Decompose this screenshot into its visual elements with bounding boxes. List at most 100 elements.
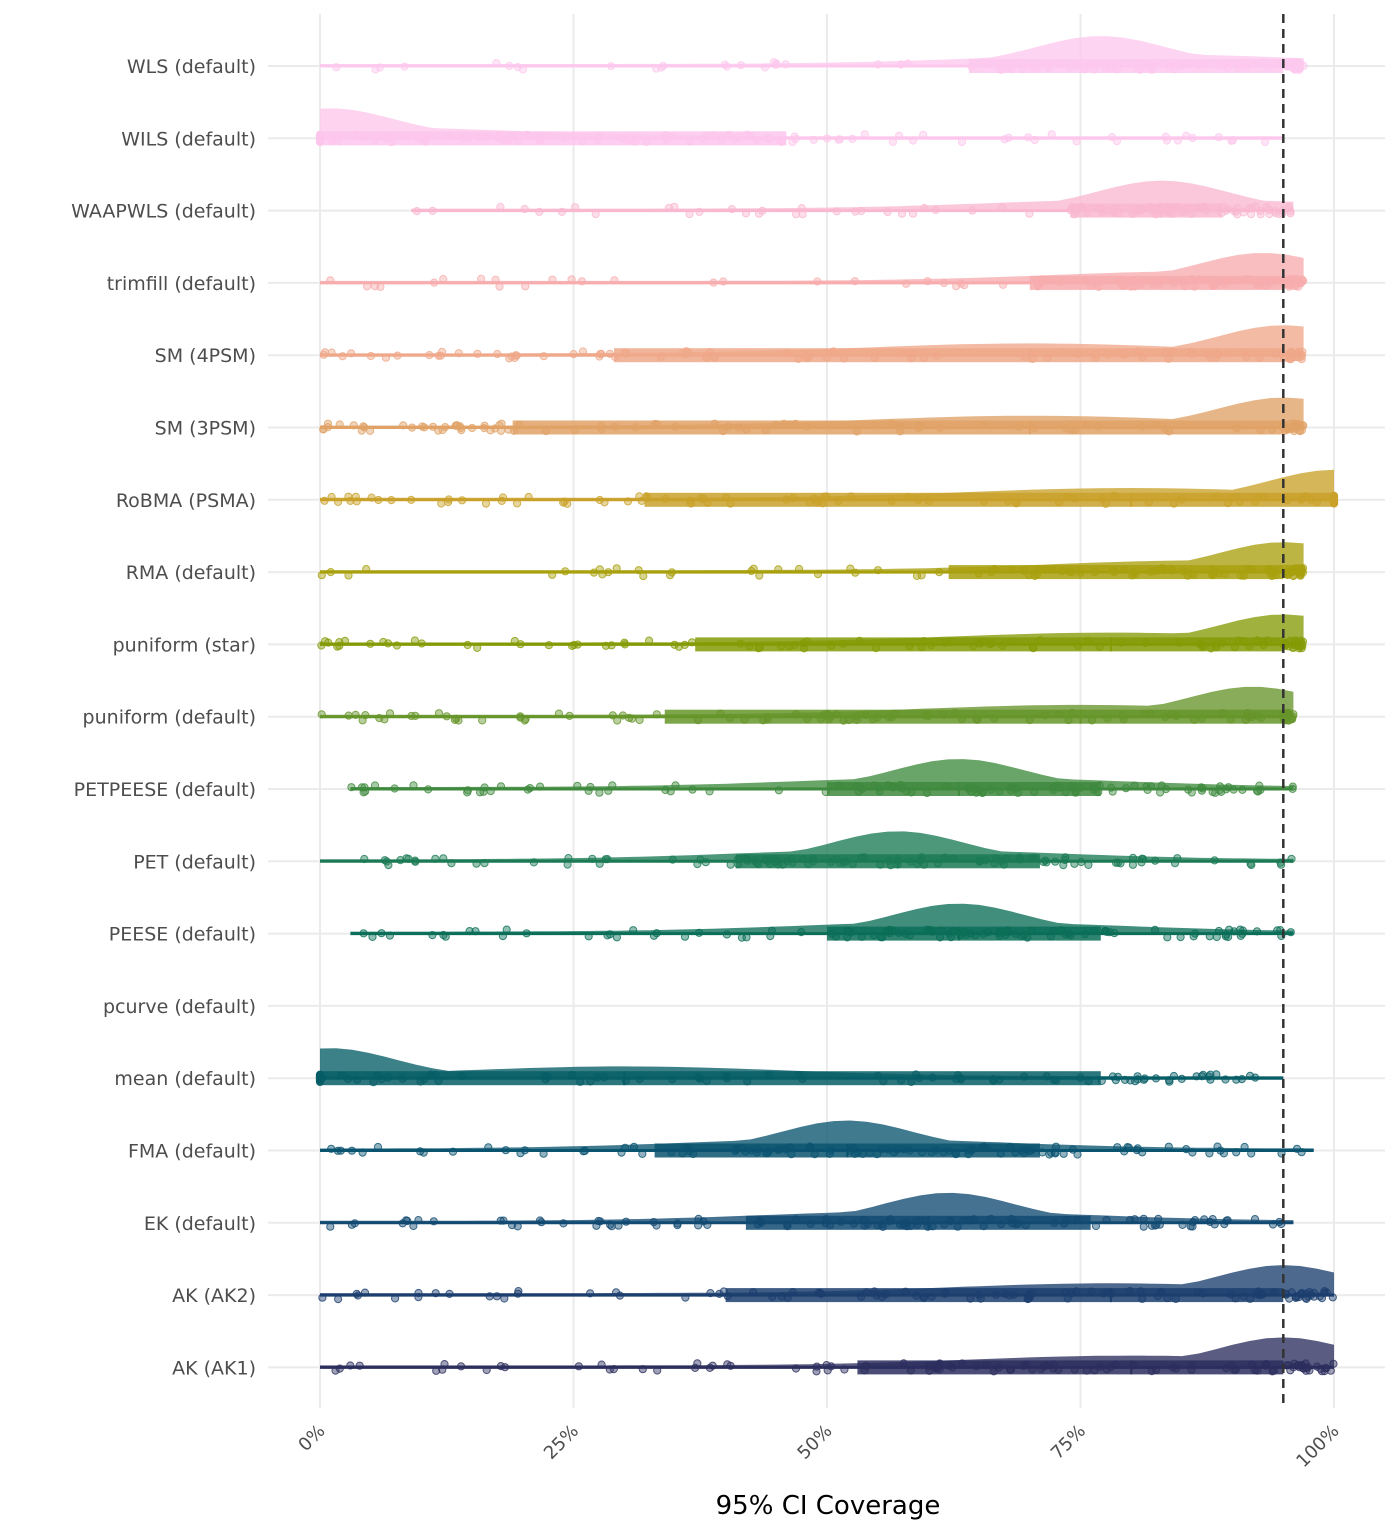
data-point	[381, 353, 391, 362]
data-point	[971, 931, 980, 940]
data-point	[1092, 350, 1101, 359]
data-point	[431, 1289, 440, 1298]
data-point	[1048, 565, 1057, 574]
y-tick-label: PET (default)	[133, 851, 256, 873]
data-point	[603, 855, 612, 864]
data-point	[1163, 933, 1172, 942]
data-point	[576, 1077, 585, 1086]
data-point	[1018, 65, 1028, 74]
data-point	[1187, 788, 1196, 797]
data-point	[939, 710, 948, 719]
data-point	[1159, 203, 1168, 212]
data-point	[876, 860, 885, 869]
data-point	[425, 351, 434, 360]
data-point	[1246, 859, 1255, 869]
density-shape	[320, 831, 1294, 862]
data-point	[671, 422, 680, 431]
data-point	[385, 709, 395, 718]
data-point	[877, 1220, 886, 1229]
data-point	[774, 565, 783, 574]
data-point	[1113, 348, 1123, 357]
data-point	[1240, 571, 1249, 580]
data-point	[1262, 203, 1272, 212]
data-point	[1089, 926, 1099, 936]
data-point	[975, 1290, 984, 1299]
data-point	[1058, 566, 1067, 576]
data-point	[777, 137, 786, 147]
data-point	[346, 1361, 355, 1370]
data-point	[1296, 494, 1306, 503]
data-point	[1247, 210, 1256, 219]
data-point	[1027, 1288, 1037, 1297]
data-point	[1102, 1365, 1111, 1374]
data-point	[1025, 715, 1034, 725]
data-point	[1218, 639, 1227, 648]
data-point	[821, 787, 830, 797]
data-point	[940, 1220, 949, 1229]
data-point	[1266, 275, 1275, 284]
series-5	[319, 325, 1307, 364]
data-point	[1326, 1366, 1335, 1375]
data-point	[694, 1221, 703, 1230]
data-point	[1058, 348, 1067, 357]
data-point	[834, 497, 843, 506]
data-point	[534, 134, 543, 143]
data-point	[1245, 642, 1254, 651]
data-point	[407, 495, 416, 504]
data-point	[996, 1149, 1005, 1158]
data-point	[725, 714, 735, 723]
data-point	[935, 568, 944, 577]
data-point	[1161, 347, 1170, 356]
data-point	[680, 932, 690, 941]
data-point	[1072, 1215, 1081, 1224]
data-point	[761, 426, 770, 435]
data-point	[1064, 716, 1073, 725]
data-point	[1286, 928, 1295, 937]
data-point	[1197, 714, 1207, 723]
data-point	[1061, 930, 1070, 939]
data-point	[933, 859, 943, 868]
data-point	[431, 854, 440, 863]
data-point	[441, 932, 450, 941]
data-point	[444, 498, 453, 507]
data-point	[569, 350, 578, 359]
data-point	[741, 209, 751, 218]
data-point	[434, 1076, 443, 1086]
data-point	[1150, 925, 1160, 935]
data-point	[1223, 1216, 1232, 1225]
data-point	[1188, 133, 1197, 143]
data-point	[1246, 1071, 1255, 1081]
data-point	[1205, 932, 1214, 941]
data-point	[495, 282, 504, 291]
data-point	[1068, 708, 1077, 718]
data-point	[896, 60, 906, 69]
data-point	[607, 1222, 616, 1231]
data-point	[851, 568, 860, 577]
series-8	[317, 542, 1308, 581]
data-point	[347, 783, 356, 792]
data-point	[454, 349, 463, 358]
data-point	[803, 422, 812, 431]
data-point	[496, 1362, 505, 1371]
data-point	[661, 494, 670, 503]
data-point	[1151, 1074, 1161, 1083]
data-point	[521, 282, 530, 291]
data-point	[823, 353, 832, 362]
data-point	[956, 1075, 966, 1084]
data-point	[808, 854, 818, 863]
data-point	[958, 1359, 967, 1368]
data-point	[347, 1146, 356, 1155]
data-point	[939, 1148, 948, 1157]
data-point	[997, 203, 1007, 212]
data-point	[1082, 276, 1091, 285]
density-shape	[320, 614, 1304, 645]
data-point	[1014, 422, 1024, 431]
data-point	[1113, 858, 1123, 867]
data-point	[924, 711, 933, 721]
data-point	[893, 1145, 902, 1154]
iqr-box	[1070, 203, 1223, 218]
data-point	[1139, 854, 1148, 864]
data-point	[826, 641, 836, 650]
data-point	[1240, 1142, 1249, 1152]
data-point	[949, 854, 958, 863]
